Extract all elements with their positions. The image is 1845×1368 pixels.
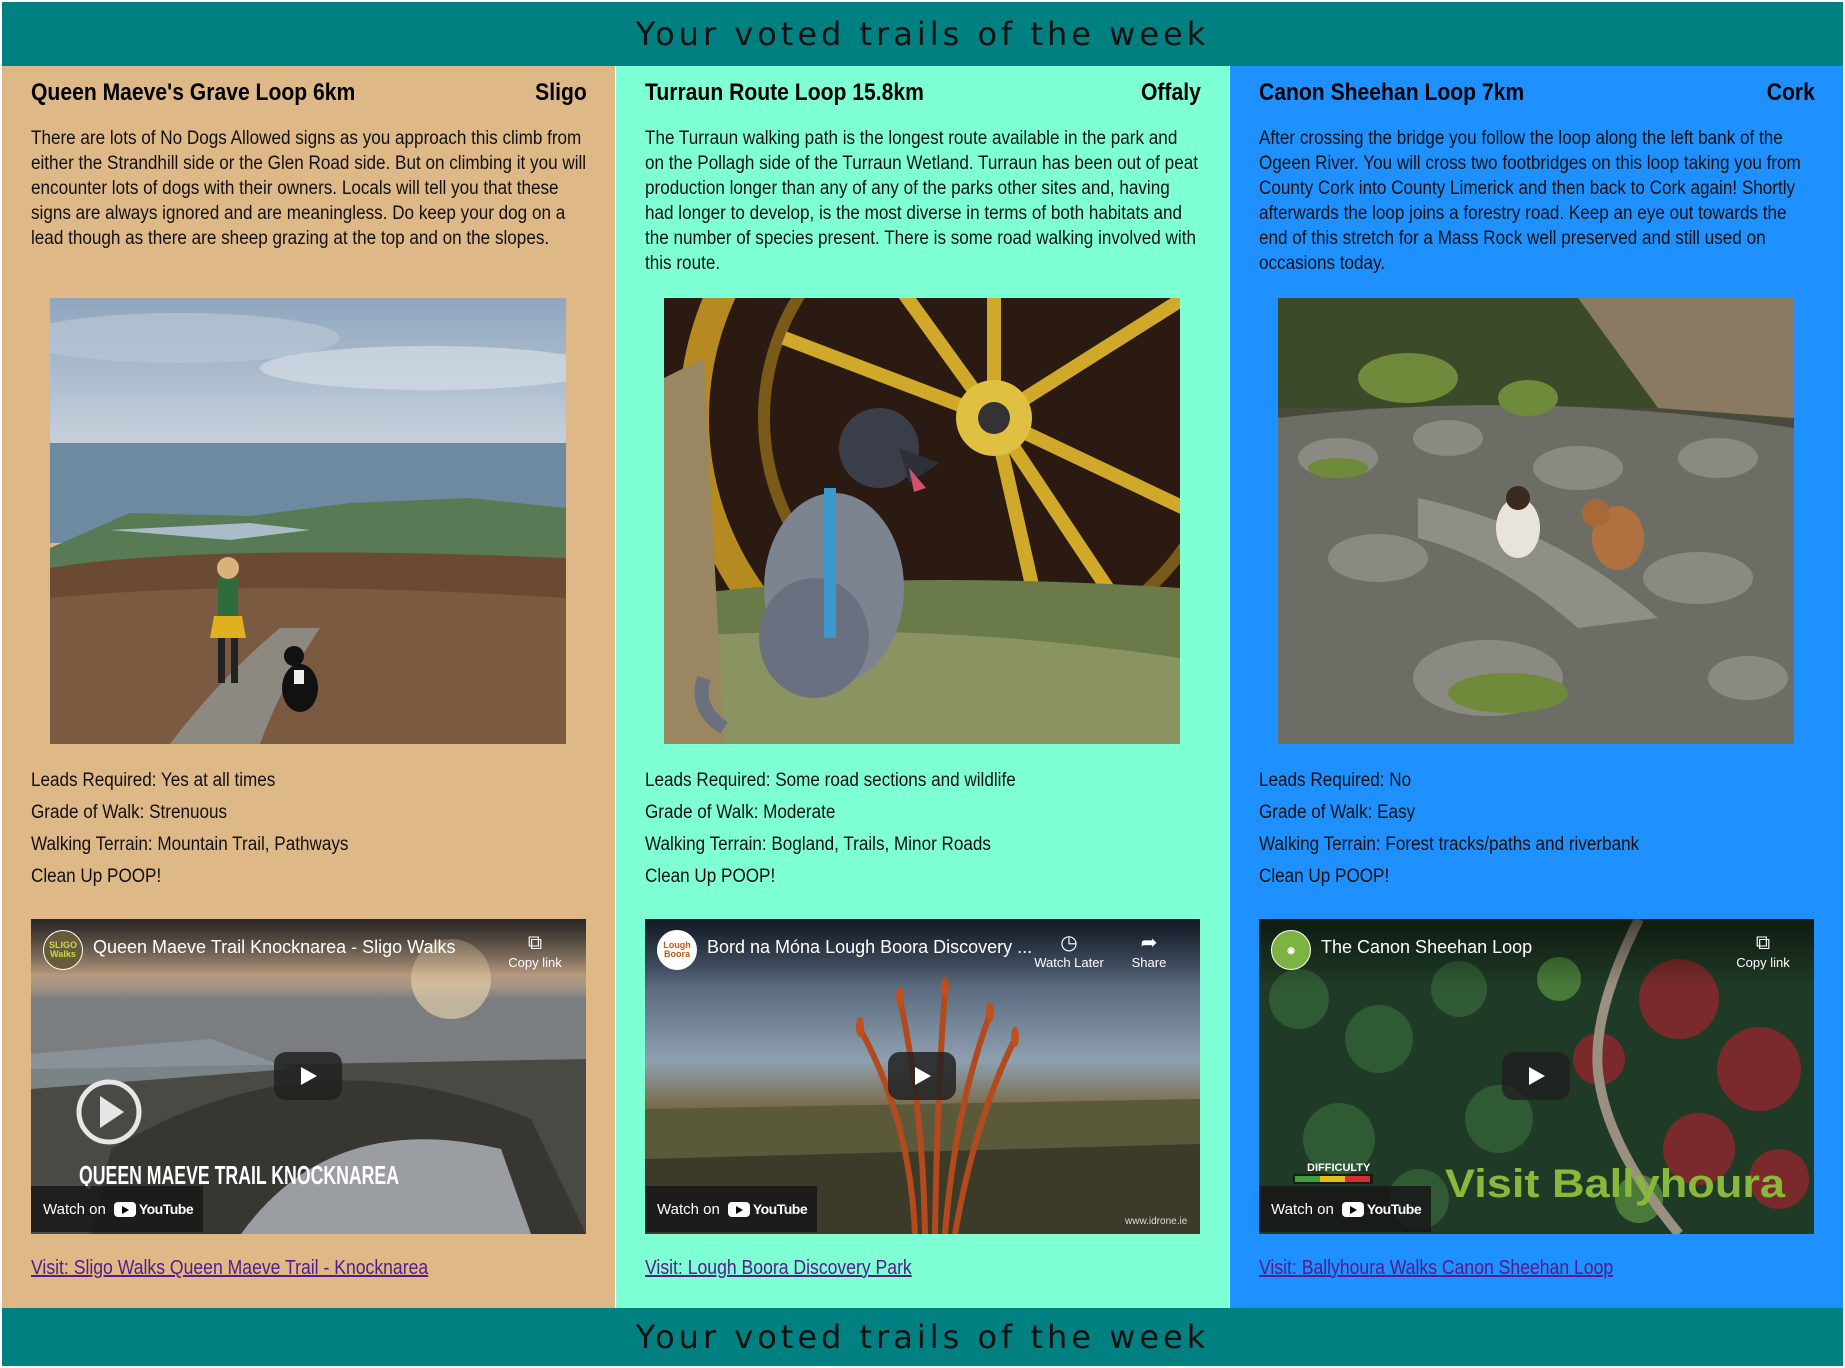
grade-of-walk: Grade of Walk: Strenuous [31,802,228,823]
bottom-banner: Your voted trails of the week [2,1308,1843,1366]
trail-name: Queen Maeve's Grave Loop 6km [31,79,356,106]
copy-icon: ⧉ [1755,932,1771,954]
clean-up-note: Clean Up POOP! [31,866,162,887]
trail-header: Turraun Route Loop 15.8km Offaly [645,66,1201,120]
trail-county: Sligo [535,79,587,106]
trail-header: Queen Maeve's Grave Loop 6km Sligo [31,66,587,120]
leads-required: Leads Required: Yes at all times [31,770,276,791]
video-overlay-text: Visit Ballyhoura [1445,1162,1786,1206]
clean-up-note: Clean Up POOP! [1259,866,1390,887]
video-title[interactable]: Queen Maeve Trail Knocknarea - Sligo Wal… [93,937,456,957]
channel-avatar[interactable]: ◉ [1271,930,1311,970]
watch-on-youtube-button[interactable]: Watch on YouTube [1259,1186,1431,1232]
youtube-logo-icon: YouTube [1341,1201,1422,1217]
trail-card-cork: Canon Sheehan Loop 7km Cork After crossi… [1230,66,1843,1308]
trail-description: After crossing the bridge you follow the… [1259,128,1801,274]
walking-terrain: Walking Terrain: Bogland, Trails, Minor … [645,834,991,855]
walking-terrain: Walking Terrain: Forest tracks/paths and… [1259,834,1640,855]
walking-terrain: Walking Terrain: Mountain Trail, Pathway… [31,834,349,855]
ballyhoura-logo-icon: ◉ [1287,944,1295,955]
leads-required: Leads Required: Some road sections and w… [645,770,1016,791]
watch-on-youtube-button[interactable]: Watch on YouTube [645,1186,817,1232]
trail-facts: Leads Required: No Grade of Walk: Easy W… [1259,765,1763,893]
grade-of-walk: Grade of Walk: Easy [1259,802,1416,823]
youtube-embed[interactable]: QUEEN MAEVE TRAIL KNOCKNAREA SLIGO Walks… [31,919,586,1234]
leads-required: Leads Required: No [1259,770,1412,791]
copy-icon: ⧉ [527,932,543,954]
youtube-logo-icon: YouTube [113,1201,194,1217]
video-title[interactable]: The Canon Sheehan Loop [1321,937,1533,957]
difficulty-badge: DIFFICULTY [1307,1162,1371,1174]
top-banner: Your voted trails of the week [2,2,1843,66]
share-button[interactable]: ➦ Share [1109,931,1189,970]
banner-title: Your voted trails of the week [635,1318,1210,1356]
trail-header: Canon Sheehan Loop 7km Cork [1259,66,1815,120]
trail-description: There are lots of No Dogs Allowed signs … [31,128,587,249]
trail-county: Offaly [1140,79,1201,106]
watch-on-youtube-button[interactable]: Watch on YouTube [31,1186,203,1232]
share-icon: ➦ [1140,932,1158,954]
video-overlay-text: QUEEN MAEVE TRAIL KNOCKNAREA [79,1160,399,1190]
play-button[interactable] [1502,1052,1570,1100]
watch-later-button[interactable]: ◷ Watch Later [1029,931,1109,970]
clean-up-note: Clean Up POOP! [645,866,776,887]
grade-of-walk: Grade of Walk: Moderate [645,802,836,823]
video-credit: www.idrone.ie [1124,1216,1188,1227]
trail-card-sligo: Queen Maeve's Grave Loop 6km Sligo There… [2,66,615,1308]
trail-photo-hill-view [50,298,566,744]
clock-icon: ◷ [1060,932,1078,954]
trail-photo-river-dogs [1278,298,1794,744]
banner-title: Your voted trails of the week [635,15,1210,53]
youtube-embed[interactable]: DIFFICULTY Visit Ballyhoura ◉ The Canon … [1259,919,1814,1234]
trail-website-link[interactable]: Visit: Sligo Walks Queen Maeve Trail - K… [31,1257,429,1279]
video-title[interactable]: Bord na Móna Lough Boora Discovery ... [707,937,1033,957]
trail-facts: Leads Required: Some road sections and w… [645,765,1149,893]
channel-avatar[interactable]: SLIGO Walks [43,930,83,970]
copy-link-button[interactable]: ⧉ Copy link [495,931,575,970]
youtube-logo-icon: YouTube [727,1201,808,1217]
video-top-bar [1259,919,1814,987]
video-top-bar [31,919,586,987]
youtube-embed[interactable]: www.idrone.ie Lough Boora Bord na Móna L… [645,919,1200,1234]
play-button[interactable] [888,1052,956,1100]
trail-name: Turraun Route Loop 15.8km [645,79,924,106]
trail-facts: Leads Required: Yes at all times Grade o… [31,765,535,893]
trail-name: Canon Sheehan Loop 7km [1259,79,1525,106]
trail-county: Cork [1766,79,1815,106]
video-top-bar [645,919,1200,987]
trail-website-link[interactable]: Visit: Ballyhoura Walks Canon Sheehan Lo… [1259,1257,1614,1279]
trail-website-link[interactable]: Visit: Lough Boora Discovery Park [645,1257,912,1279]
channel-avatar[interactable]: Lough Boora [657,930,697,970]
trail-card-offaly: Turraun Route Loop 15.8km Offaly The Tur… [616,66,1229,1308]
play-button[interactable] [274,1052,342,1100]
copy-link-button[interactable]: ⧉ Copy link [1723,931,1803,970]
trail-photo-dog-wheel [664,298,1180,744]
trail-description: The Turraun walking path is the longest … [645,128,1198,274]
